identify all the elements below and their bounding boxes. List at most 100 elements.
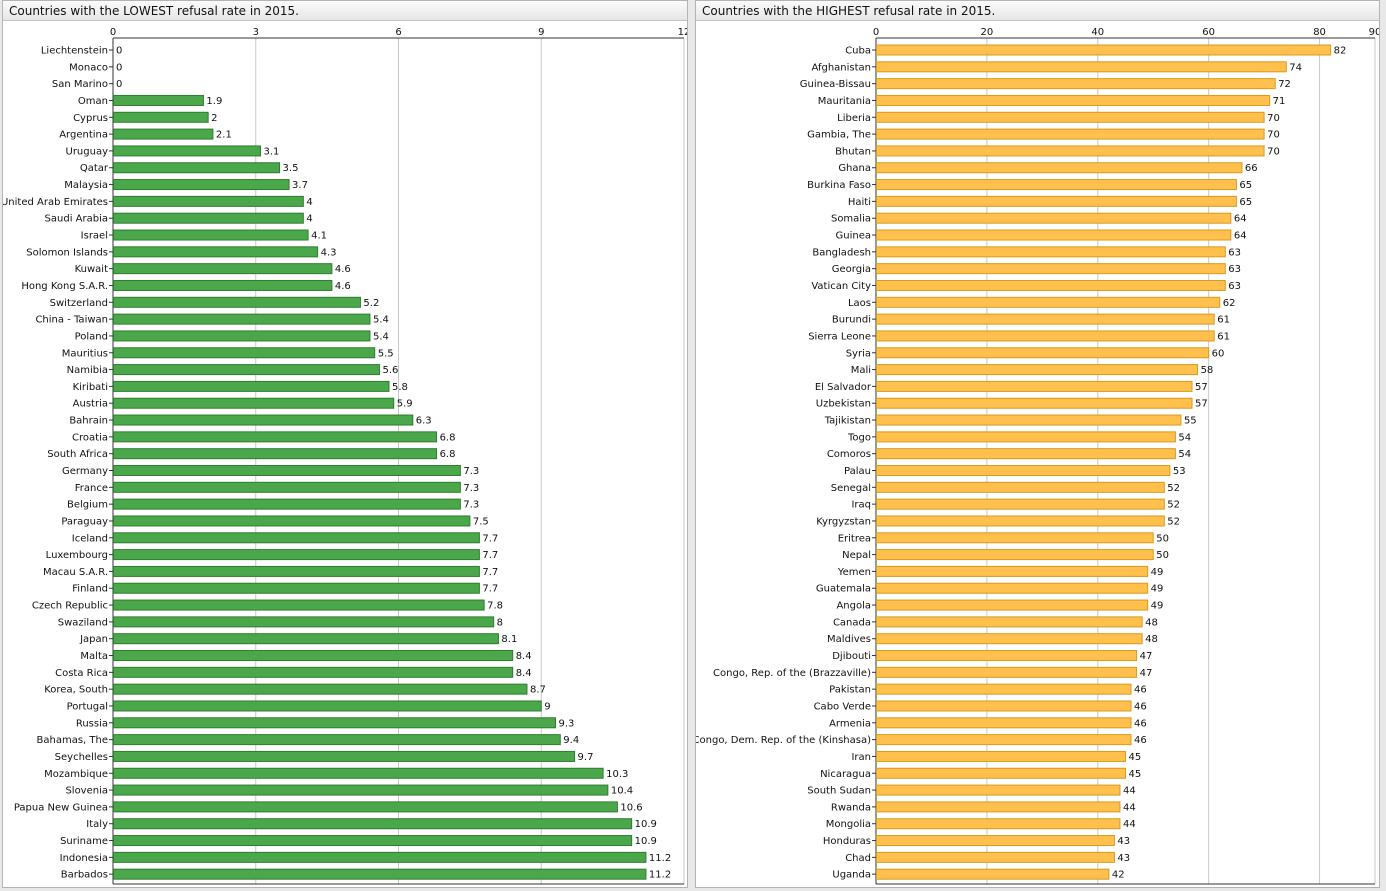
bar[interactable] (876, 868, 1110, 880)
category-label: Oman (78, 96, 108, 107)
bar[interactable] (113, 212, 304, 224)
bar[interactable] (113, 717, 557, 729)
bar[interactable] (113, 481, 461, 493)
bar[interactable] (113, 616, 495, 628)
bar[interactable] (876, 78, 1276, 90)
bar[interactable] (876, 750, 1126, 762)
bar[interactable] (113, 818, 633, 830)
bar[interactable] (876, 835, 1115, 847)
bar[interactable] (876, 481, 1165, 493)
bar[interactable] (113, 734, 561, 746)
bar[interactable] (876, 549, 1154, 561)
bar[interactable] (113, 851, 647, 863)
bar[interactable] (113, 263, 333, 275)
bar[interactable] (113, 835, 633, 847)
bar[interactable] (113, 296, 361, 308)
bar[interactable] (876, 565, 1149, 577)
bar[interactable] (113, 195, 304, 207)
bar[interactable] (113, 666, 514, 678)
bar[interactable] (113, 380, 390, 392)
bar[interactable] (113, 532, 480, 544)
bar[interactable] (113, 465, 461, 476)
bar[interactable] (113, 179, 290, 191)
bar[interactable] (113, 650, 514, 662)
bar[interactable] (113, 565, 480, 577)
bar[interactable] (876, 599, 1149, 611)
bar[interactable] (113, 347, 376, 359)
bar[interactable] (876, 61, 1287, 73)
bar[interactable] (876, 465, 1171, 476)
bar[interactable] (876, 498, 1165, 510)
bar[interactable] (876, 515, 1165, 527)
bar[interactable] (113, 128, 214, 140)
bar[interactable] (876, 279, 1226, 291)
bar[interactable] (113, 700, 542, 712)
bar[interactable] (876, 851, 1115, 863)
bar[interactable] (113, 330, 371, 342)
bar[interactable] (113, 162, 281, 174)
bar[interactable] (876, 179, 1237, 191)
bar[interactable] (876, 633, 1143, 645)
bar[interactable] (113, 582, 480, 594)
bar[interactable] (113, 868, 647, 880)
bar[interactable] (113, 784, 609, 796)
bar[interactable] (876, 801, 1121, 813)
bar[interactable] (113, 515, 471, 527)
bar[interactable] (113, 397, 395, 409)
bar[interactable] (113, 599, 485, 611)
bar[interactable] (876, 313, 1215, 325)
bar[interactable] (113, 111, 209, 123)
bar[interactable] (113, 431, 438, 443)
bar[interactable] (876, 364, 1199, 376)
bar[interactable] (876, 717, 1132, 729)
bar[interactable] (113, 246, 319, 258)
value-label: 7.5 (473, 516, 489, 527)
bar[interactable] (876, 767, 1126, 779)
bar[interactable] (876, 195, 1237, 207)
bar[interactable] (113, 683, 528, 695)
bar[interactable] (876, 582, 1149, 594)
bar[interactable] (876, 128, 1265, 140)
bar[interactable] (876, 448, 1176, 460)
bar[interactable] (113, 145, 262, 157)
bar[interactable] (876, 532, 1154, 544)
bar[interactable] (113, 498, 461, 510)
bar[interactable] (876, 111, 1265, 123)
bar[interactable] (113, 364, 380, 376)
bar[interactable] (876, 700, 1132, 712)
bar[interactable] (113, 414, 414, 426)
bar[interactable] (876, 650, 1138, 662)
bar[interactable] (876, 212, 1232, 224)
category-label: Costa Rica (55, 668, 108, 679)
bar[interactable] (113, 750, 576, 762)
bar[interactable] (876, 263, 1226, 275)
bar[interactable] (113, 633, 499, 645)
bar[interactable] (113, 549, 480, 561)
bar[interactable] (113, 94, 204, 106)
bar[interactable] (876, 380, 1193, 392)
bar[interactable] (876, 145, 1265, 157)
bar[interactable] (876, 94, 1271, 106)
bar[interactable] (876, 347, 1210, 359)
bar[interactable] (876, 162, 1243, 174)
bar[interactable] (876, 414, 1182, 426)
bar[interactable] (113, 229, 309, 241)
bar[interactable] (876, 431, 1176, 443)
bar[interactable] (876, 229, 1232, 241)
bar[interactable] (113, 767, 604, 779)
bar[interactable] (876, 296, 1221, 308)
bar[interactable] (876, 330, 1215, 342)
bar[interactable] (876, 818, 1121, 830)
bar[interactable] (876, 784, 1121, 796)
bar[interactable] (876, 683, 1132, 695)
bar[interactable] (113, 279, 333, 291)
bar[interactable] (876, 397, 1193, 409)
bar[interactable] (876, 616, 1143, 628)
bar[interactable] (876, 44, 1332, 56)
bar[interactable] (876, 734, 1132, 746)
bar[interactable] (113, 448, 438, 460)
bar[interactable] (876, 246, 1226, 258)
bar[interactable] (876, 666, 1138, 678)
bar[interactable] (113, 801, 618, 813)
bar[interactable] (113, 313, 371, 325)
